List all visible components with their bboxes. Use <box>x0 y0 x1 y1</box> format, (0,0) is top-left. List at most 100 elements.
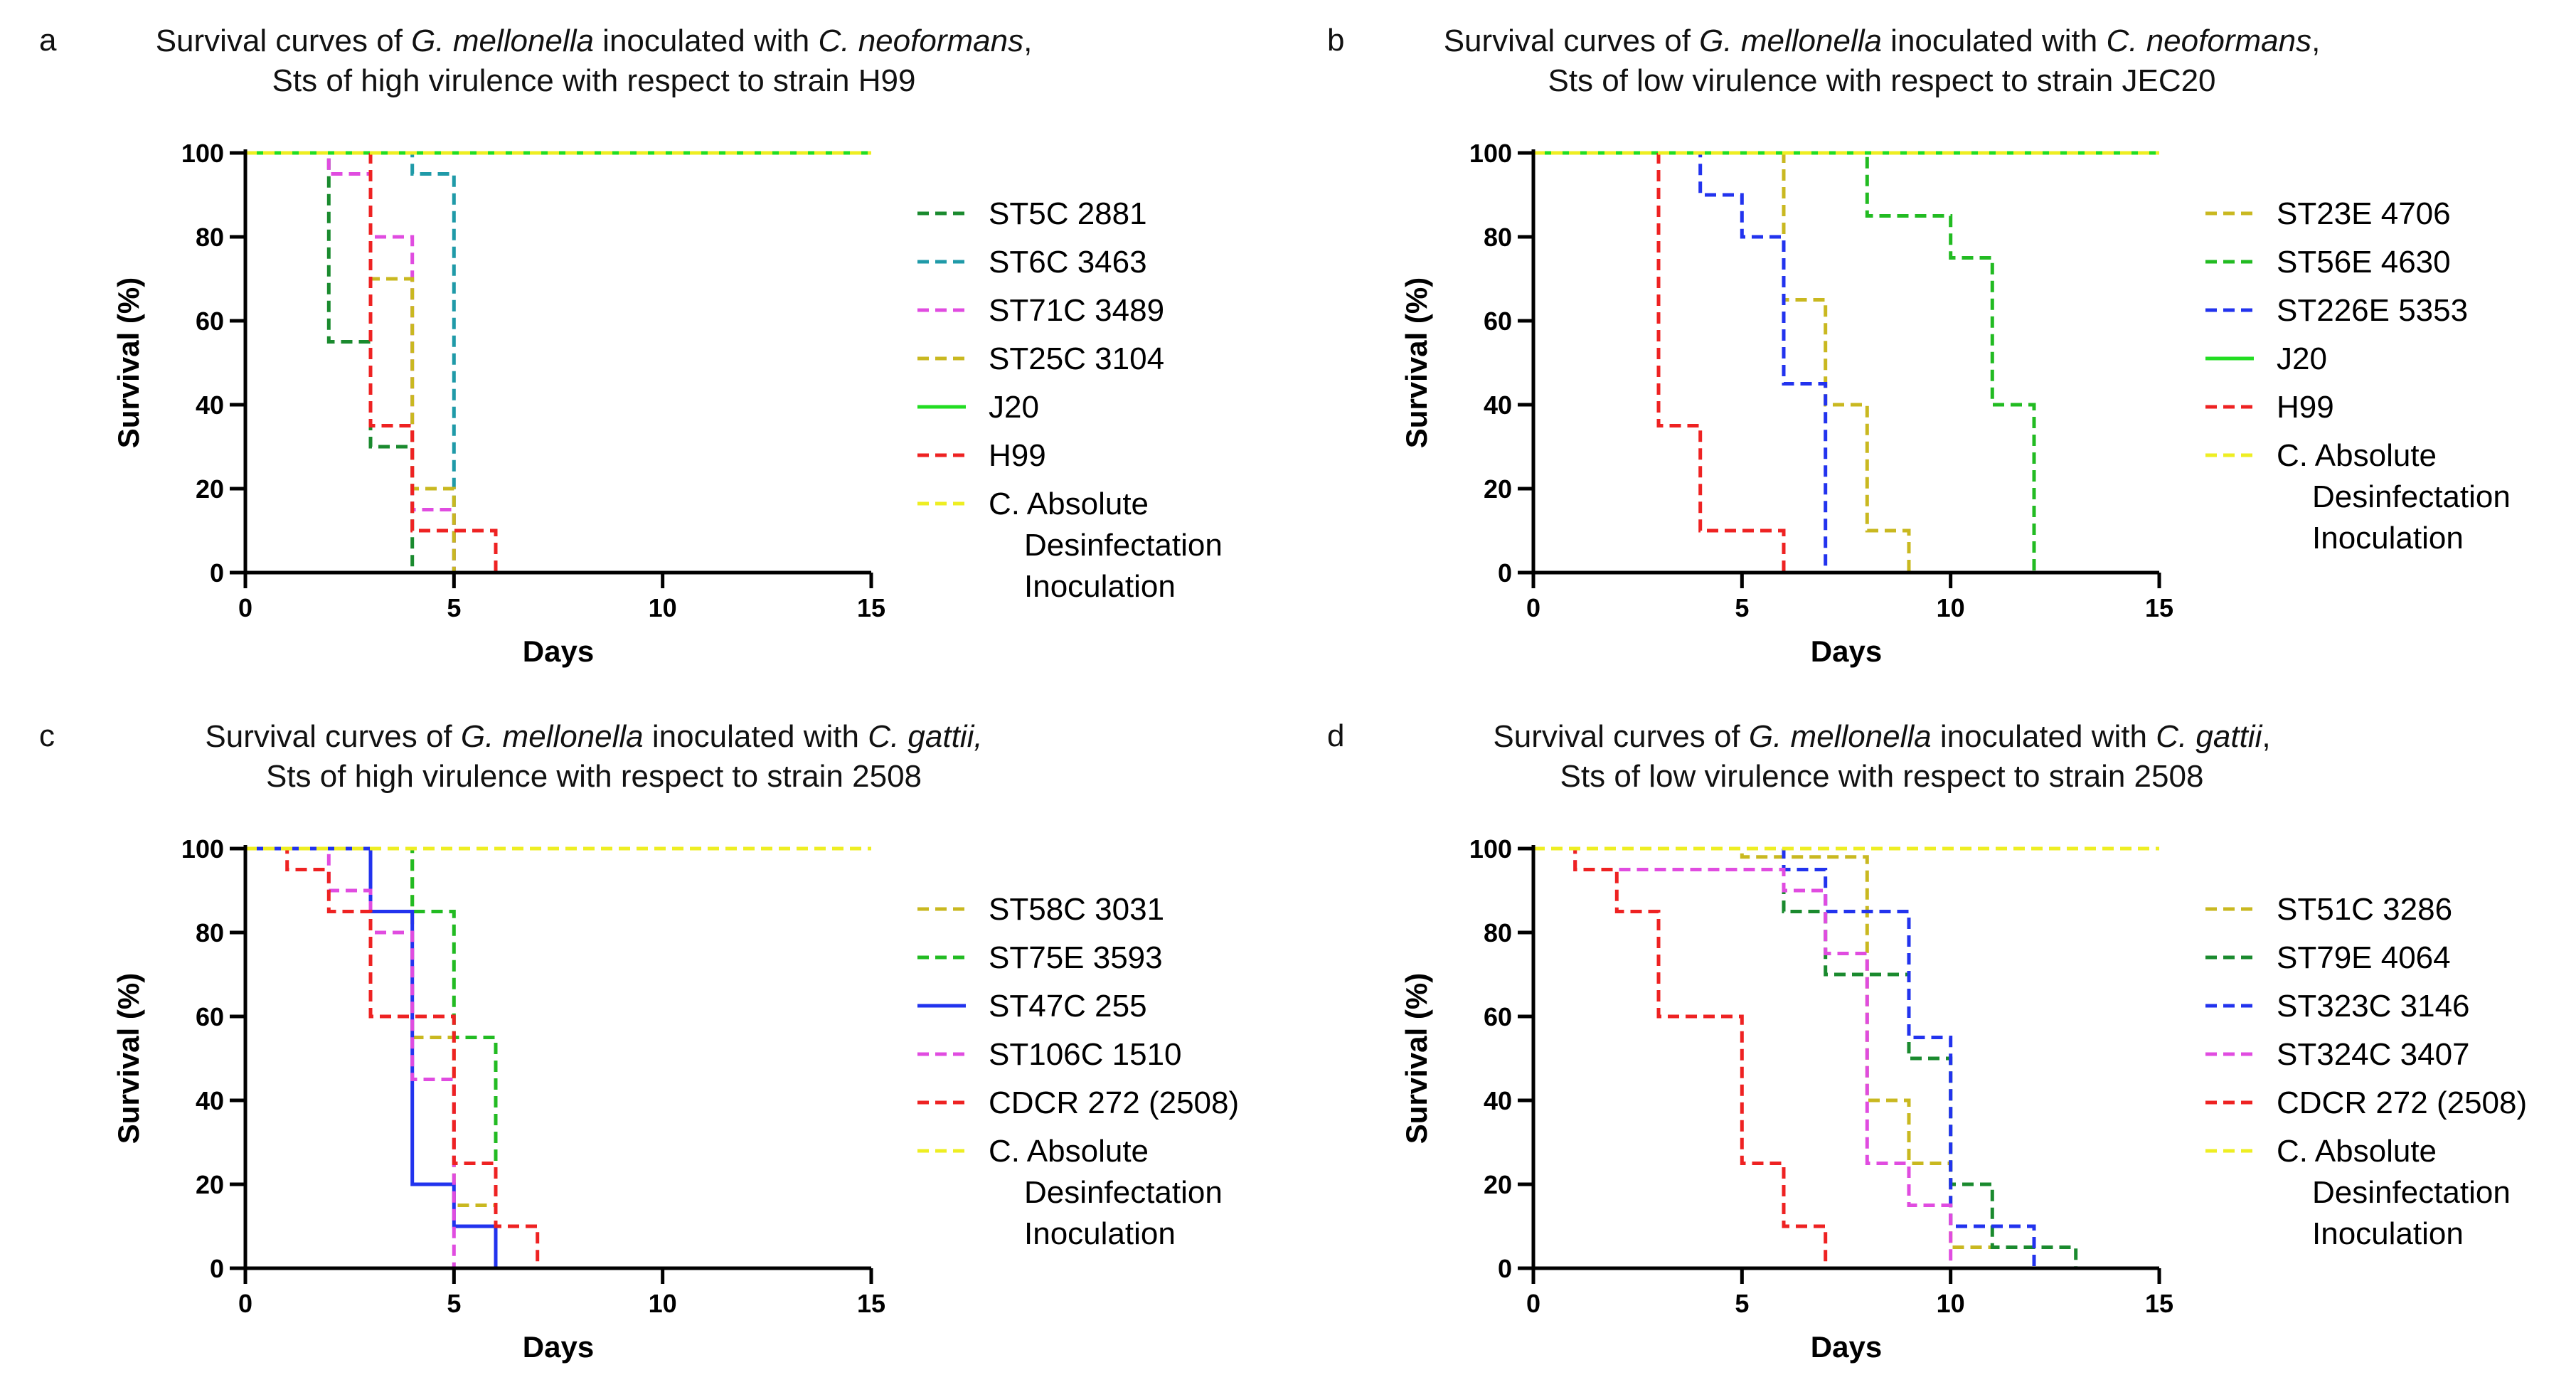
x-tick-label: 15 <box>857 1289 885 1318</box>
legend-label: J20 <box>2277 341 2327 376</box>
y-tick-label: 40 <box>196 390 224 420</box>
y-tick-label: 80 <box>196 918 224 947</box>
legend-label: ST23E 4706 <box>2277 196 2451 231</box>
legend-label-continuation: Inoculation <box>2312 521 2464 556</box>
legend-label: CDCR 272 (2508) <box>989 1085 1239 1120</box>
legend-label: C. Absolute <box>989 1134 1149 1169</box>
series-line-0 <box>1533 846 2036 1268</box>
legend-label: ST5C 2881 <box>989 196 1147 231</box>
chart-subtitle: Sts of high virulence with respect to st… <box>265 759 922 794</box>
y-tick-label: 20 <box>196 474 224 504</box>
x-tick-label: 5 <box>447 1289 461 1318</box>
x-tick-label: 10 <box>1937 1289 1965 1318</box>
series-line-1 <box>1533 846 2078 1268</box>
y-axis-label: Survival (%) <box>1400 277 1433 448</box>
legend-label: ST226E 5353 <box>2277 293 2468 328</box>
y-tick-label: 80 <box>1484 223 1512 252</box>
legend-label: C. Absolute <box>2277 1134 2437 1169</box>
chart-title: Survival curves of G. mellonella inocula… <box>1331 21 2405 101</box>
chart-title: Survival curves of G. mellonella inocula… <box>43 21 1117 101</box>
chart-svg: 0 20 40 60 80 100 0 5 10 15 Days Survival (%) ST23E … <box>1400 139 2511 668</box>
legend-label: ST323C 3146 <box>2277 989 2470 1024</box>
chart-panel-c: Survival curves of G. mellonella inocula… <box>0 696 1288 1391</box>
y-tick-label: 40 <box>1484 390 1512 420</box>
y-tick-label: 100 <box>181 834 224 864</box>
title-part: Survival curves of <box>205 719 461 754</box>
title-part: Survival curves of <box>155 23 412 58</box>
series-line-1 <box>1533 151 2036 573</box>
title-part: inoculated with <box>1881 23 2107 58</box>
title-part: inoculated with <box>643 719 868 754</box>
y-axis-label: Survival (%) <box>112 277 145 448</box>
title-part: , <box>1023 23 1033 58</box>
series-line-3 <box>245 846 456 1268</box>
legend-label-continuation: Desinfectation <box>2312 1175 2511 1210</box>
x-tick-label: 5 <box>447 593 461 622</box>
title-part: C. neoformans <box>2106 23 2312 58</box>
chart-panel-a: Survival curves of G. mellonella inocula… <box>0 0 1288 696</box>
x-axis-label: Days <box>1811 634 1882 668</box>
y-tick-label: 80 <box>1484 918 1512 947</box>
y-tick-label: 0 <box>210 1254 224 1283</box>
x-tick-label: 0 <box>1526 1289 1540 1318</box>
legend-label: ST56E 4630 <box>2277 245 2451 280</box>
x-tick-label: 15 <box>857 593 885 622</box>
chart-panel-b: Survival curves of G. mellonella inocula… <box>1288 0 2576 696</box>
title-part: G. mellonella <box>411 23 594 58</box>
legend-label: C. Absolute <box>2277 438 2437 473</box>
legend-label: ST6C 3463 <box>989 245 1147 280</box>
y-tick-label: 80 <box>196 223 224 252</box>
series-line-0 <box>245 151 415 573</box>
chart-subtitle: Sts of high virulence with respect to st… <box>272 63 916 98</box>
series-line-2 <box>1533 151 1828 573</box>
title-part: C. neoformans <box>818 23 1024 58</box>
legend-label-continuation: Inoculation <box>1024 1216 1176 1251</box>
legend-label: J20 <box>989 390 1039 425</box>
legend-label: H99 <box>989 438 1046 473</box>
y-tick-label: 60 <box>1484 307 1512 336</box>
title-part: inoculated with <box>593 23 819 58</box>
legend-label: ST58C 3031 <box>989 892 1164 927</box>
legend-label: ST71C 3489 <box>989 293 1164 328</box>
legend-label-continuation: Desinfectation <box>2312 479 2511 514</box>
chart-subtitle: Sts of low virulence with respect to str… <box>1548 63 2216 98</box>
y-tick-label: 20 <box>1484 1170 1512 1199</box>
title-part: C. gattii, <box>868 719 983 754</box>
x-axis-label: Days <box>523 634 594 668</box>
series-line-4 <box>1533 846 1828 1268</box>
chart-title: Survival curves of G. mellonella inocula… <box>43 717 1117 797</box>
y-tick-label: 60 <box>196 307 224 336</box>
x-axis-label: Days <box>1811 1330 1882 1364</box>
legend-label: ST51C 3286 <box>2277 892 2452 927</box>
title-part: inoculated with <box>1931 719 2156 754</box>
x-tick-label: 10 <box>649 593 677 622</box>
title-part: , <box>2311 23 2321 58</box>
y-axis-label: Survival (%) <box>112 973 145 1144</box>
panel-letter: d <box>1327 718 1345 753</box>
y-tick-label: 60 <box>196 1002 224 1031</box>
chart-svg: 0 20 40 60 80 100 0 5 10 15 Days Survival (%) ST51C … <box>1400 834 2527 1364</box>
x-tick-label: 15 <box>2145 593 2173 622</box>
legend-label: ST324C 3407 <box>2277 1037 2470 1072</box>
series-line-5 <box>245 151 498 573</box>
legend-label: ST47C 255 <box>989 989 1147 1024</box>
y-tick-label: 40 <box>196 1086 224 1115</box>
y-tick-label: 100 <box>181 139 224 168</box>
y-tick-label: 20 <box>1484 474 1512 504</box>
y-tick-label: 0 <box>210 558 224 588</box>
series-line-4 <box>245 846 540 1268</box>
chart-svg: 0 20 40 60 80 100 0 5 10 15 Days Survival (%) ST58C … <box>112 834 1239 1364</box>
legend-label-continuation: Inoculation <box>1024 569 1176 604</box>
chart-title: Survival curves of G. mellonella inocula… <box>1331 717 2405 797</box>
legend-label: ST75E 3593 <box>989 940 1163 975</box>
series-line-2 <box>245 846 498 1268</box>
x-tick-label: 0 <box>1526 593 1540 622</box>
series-line-4 <box>1533 151 1786 573</box>
title-part: , <box>2262 719 2271 754</box>
series-line-0 <box>1533 151 1911 573</box>
title-part: Survival curves of <box>1443 23 1700 58</box>
y-tick-label: 100 <box>1469 139 1512 168</box>
panel-letter: c <box>39 718 55 753</box>
y-tick-label: 100 <box>1469 834 1512 864</box>
